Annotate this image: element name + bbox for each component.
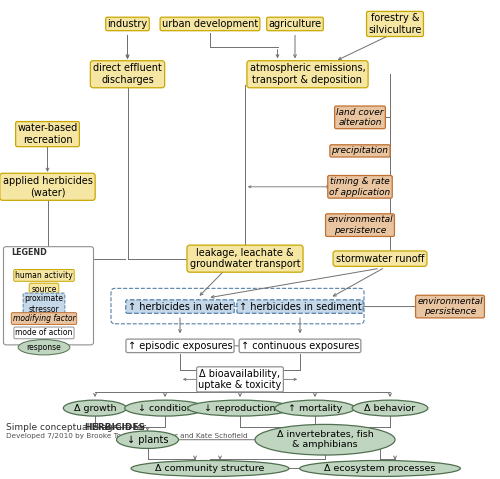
Text: precipitation: precipitation [332,147,388,155]
Text: environmental
persistence: environmental persistence [327,216,393,235]
Text: agriculture: agriculture [268,19,322,29]
FancyBboxPatch shape [4,247,94,345]
Text: environmental
persistence: environmental persistence [417,297,483,316]
Text: Δ invertebrates, fish
& amphibians: Δ invertebrates, fish & amphibians [276,430,374,449]
Text: ↑ continuous exposures: ↑ continuous exposures [241,341,359,351]
Text: industry: industry [108,19,148,29]
Text: Δ community structure: Δ community structure [156,464,264,473]
Text: direct effluent
discharges: direct effluent discharges [93,63,162,85]
Text: proximate
stressor: proximate stressor [24,295,64,314]
Text: water-based
recreation: water-based recreation [18,123,78,145]
Text: urban development: urban development [162,19,258,29]
Text: ↓ condition: ↓ condition [138,404,192,412]
Text: Simple conceptual diagram for: Simple conceptual diagram for [6,423,149,432]
Text: modifying factor: modifying factor [12,314,76,323]
Text: source: source [32,285,56,294]
Text: human activity: human activity [15,271,73,280]
Text: Developed 7/2010 by Brooke Todd, Glenn Suter and Kate Schofield: Developed 7/2010 by Brooke Todd, Glenn S… [6,433,248,439]
Text: applied herbicides
(water): applied herbicides (water) [2,176,92,198]
Text: LEGEND: LEGEND [11,248,47,257]
Text: Δ bioavailability,
uptake & toxicity: Δ bioavailability, uptake & toxicity [198,368,281,390]
Text: timing & rate
of application: timing & rate of application [330,177,390,196]
Text: ↑ episodic exposures: ↑ episodic exposures [128,341,232,351]
Text: HERBICIDES: HERBICIDES [84,423,145,432]
Text: leakage, leachate &
groundwater transport: leakage, leachate & groundwater transpor… [190,248,300,270]
Text: ↑ mortality: ↑ mortality [288,404,342,412]
Text: land cover
alteration: land cover alteration [336,108,384,127]
Text: Δ growth: Δ growth [74,404,116,412]
Text: Δ behavior: Δ behavior [364,404,416,412]
Text: ↓ reproduction: ↓ reproduction [204,404,276,412]
Text: ↑ herbicides in sediment: ↑ herbicides in sediment [238,302,362,311]
Text: atmospheric emissions,
transport & deposition: atmospheric emissions, transport & depos… [250,63,366,85]
Text: stormwater runoff: stormwater runoff [336,254,424,263]
Text: forestry &
silviculture: forestry & silviculture [368,13,422,35]
Text: ↓ plants: ↓ plants [127,435,168,445]
Text: response: response [26,343,62,352]
Text: mode of action: mode of action [16,329,72,337]
Text: ↑ herbicides in water: ↑ herbicides in water [128,302,232,311]
Text: Δ ecosystem processes: Δ ecosystem processes [324,464,436,473]
